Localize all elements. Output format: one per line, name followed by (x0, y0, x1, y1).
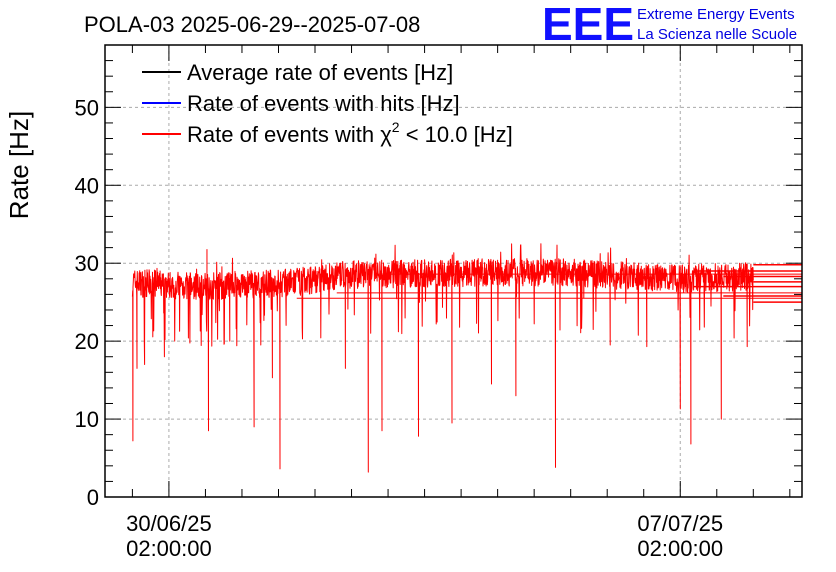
eee-logo: EEE (542, 0, 634, 50)
x-tick-label-time: 02:00:00 (637, 536, 723, 561)
chart-title: POLA-03 2025-06-29--2025-07-08 (84, 12, 420, 37)
y-tick-label: 30 (75, 251, 99, 276)
y-tick-label: 10 (75, 407, 99, 432)
eee-logo-line1: Extreme Energy Events (637, 6, 795, 23)
y-tick-label: 20 (75, 329, 99, 354)
legend-label-average: Average rate of events [Hz] (187, 60, 453, 85)
y-tick-label: 40 (75, 173, 99, 198)
legend-label-hits: Rate of events with hits [Hz] (187, 91, 460, 116)
legend: Average rate of events [Hz] Rate of even… (142, 60, 513, 147)
plot-frame (104, 44, 803, 498)
x-tick-label-date: 07/07/25 (637, 511, 723, 536)
x-tick-label-time: 02:00:00 (126, 536, 212, 561)
eee-logo-line2: La Scienza nelle Scuole (637, 26, 797, 43)
y-tick-label: 50 (75, 95, 99, 120)
legend-label-chi2: Rate of events with χ2 < 10.0 [Hz] (187, 119, 513, 147)
series-line-chi2 (131, 243, 754, 473)
plot-area (131, 243, 802, 473)
y-axis-label: Rate [Hz] (4, 111, 34, 219)
y-tick-label: 0 (87, 485, 99, 510)
x-tick-label-date: 30/06/25 (126, 511, 212, 536)
y-ticks: 0 10 20 30 40 50 (75, 95, 99, 510)
axes (104, 44, 803, 498)
